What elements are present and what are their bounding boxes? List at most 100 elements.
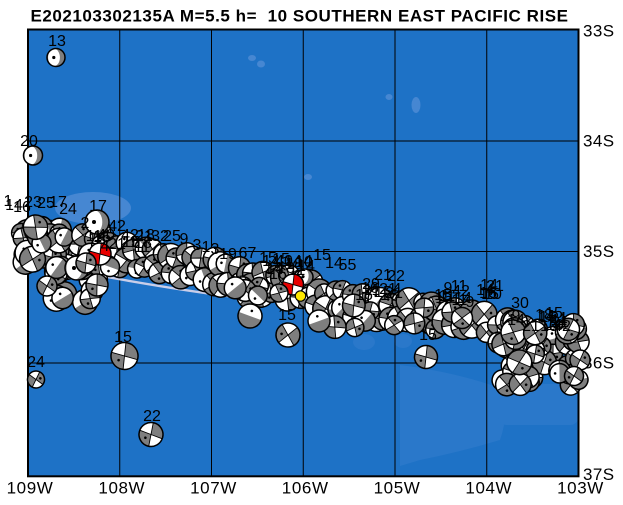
svg-text:21: 21 bbox=[135, 228, 153, 245]
svg-text:106W: 106W bbox=[282, 479, 329, 498]
svg-text:15: 15 bbox=[481, 286, 499, 303]
svg-text:107W: 107W bbox=[190, 479, 237, 498]
svg-text:1: 1 bbox=[4, 193, 13, 210]
svg-text:3: 3 bbox=[211, 241, 220, 258]
svg-text:18: 18 bbox=[88, 231, 106, 248]
svg-text:E202103302135A M=5.5 h= 10 SO: E202103302135A M=5.5 h= 10 SOUTHERN EAST… bbox=[31, 7, 569, 26]
svg-text:2: 2 bbox=[81, 215, 90, 232]
svg-text:17: 17 bbox=[49, 194, 67, 211]
svg-text:14: 14 bbox=[476, 282, 494, 299]
svg-text:9: 9 bbox=[180, 231, 189, 248]
svg-text:4: 4 bbox=[393, 281, 402, 298]
svg-text:14: 14 bbox=[325, 255, 343, 272]
svg-text:20: 20 bbox=[20, 133, 38, 150]
svg-text:14: 14 bbox=[297, 258, 315, 275]
svg-text:22: 22 bbox=[143, 408, 161, 425]
svg-text:42: 42 bbox=[121, 227, 139, 244]
svg-text:19: 19 bbox=[219, 246, 237, 263]
svg-text:15: 15 bbox=[272, 251, 290, 268]
svg-text:14: 14 bbox=[454, 290, 472, 307]
svg-text:40: 40 bbox=[275, 253, 293, 270]
svg-text:10: 10 bbox=[295, 254, 313, 271]
svg-text:16: 16 bbox=[380, 287, 398, 304]
svg-text:15: 15 bbox=[259, 250, 277, 267]
svg-text:14: 14 bbox=[507, 312, 525, 329]
svg-text:42: 42 bbox=[553, 318, 571, 335]
svg-text:16: 16 bbox=[361, 280, 379, 297]
svg-text:15: 15 bbox=[374, 284, 392, 301]
svg-text:35S: 35S bbox=[583, 242, 614, 261]
svg-text:42: 42 bbox=[452, 283, 470, 300]
svg-text:3: 3 bbox=[193, 237, 202, 254]
svg-text:37S: 37S bbox=[583, 465, 614, 484]
svg-text:13: 13 bbox=[48, 33, 66, 50]
svg-text:10: 10 bbox=[540, 318, 558, 335]
svg-text:21: 21 bbox=[108, 236, 126, 253]
svg-text:16: 16 bbox=[13, 199, 31, 216]
svg-text:15: 15 bbox=[539, 309, 557, 326]
svg-text:15: 15 bbox=[313, 247, 331, 264]
svg-text:103W: 103W bbox=[557, 479, 604, 498]
svg-text:14: 14 bbox=[284, 253, 302, 270]
svg-text:18: 18 bbox=[285, 256, 303, 273]
svg-text:18: 18 bbox=[535, 307, 553, 324]
svg-text:10: 10 bbox=[546, 317, 564, 334]
svg-text:15: 15 bbox=[434, 287, 452, 304]
svg-text:24: 24 bbox=[27, 354, 45, 371]
svg-text:21: 21 bbox=[486, 278, 504, 295]
svg-text:7: 7 bbox=[248, 245, 257, 262]
svg-text:11: 11 bbox=[364, 282, 381, 299]
svg-text:30: 30 bbox=[511, 295, 529, 312]
svg-text:21: 21 bbox=[385, 285, 403, 302]
svg-text:16: 16 bbox=[479, 285, 497, 302]
svg-text:21: 21 bbox=[522, 318, 540, 335]
svg-text:15: 15 bbox=[435, 290, 453, 307]
svg-text:22: 22 bbox=[387, 268, 405, 285]
svg-text:10: 10 bbox=[484, 286, 502, 303]
svg-text:15: 15 bbox=[122, 234, 140, 251]
svg-text:14: 14 bbox=[480, 277, 498, 294]
svg-text:11: 11 bbox=[134, 239, 151, 256]
svg-text:9: 9 bbox=[444, 280, 453, 297]
svg-text:105W: 105W bbox=[374, 479, 421, 498]
svg-text:15: 15 bbox=[278, 307, 296, 324]
svg-text:5: 5 bbox=[339, 257, 348, 274]
svg-text:24: 24 bbox=[59, 201, 77, 218]
svg-text:108W: 108W bbox=[98, 479, 145, 498]
svg-text:109W: 109W bbox=[7, 479, 54, 498]
svg-text:25: 25 bbox=[163, 228, 181, 245]
svg-text:17: 17 bbox=[89, 198, 107, 215]
svg-text:25: 25 bbox=[37, 195, 55, 212]
svg-text:14: 14 bbox=[264, 260, 282, 277]
svg-text:36S: 36S bbox=[583, 354, 614, 373]
svg-text:16: 16 bbox=[355, 287, 373, 304]
svg-text:21: 21 bbox=[551, 314, 569, 331]
svg-text:14: 14 bbox=[262, 253, 280, 270]
svg-text:14: 14 bbox=[537, 308, 555, 325]
svg-text:11: 11 bbox=[86, 228, 103, 245]
svg-text:14: 14 bbox=[5, 197, 23, 214]
svg-text:42: 42 bbox=[108, 218, 126, 235]
svg-text:21: 21 bbox=[379, 281, 397, 298]
svg-text:11: 11 bbox=[289, 262, 306, 279]
svg-text:18: 18 bbox=[137, 227, 155, 244]
svg-text:32: 32 bbox=[151, 228, 169, 245]
svg-text:21: 21 bbox=[120, 234, 138, 251]
svg-text:21: 21 bbox=[374, 267, 392, 284]
svg-text:15: 15 bbox=[545, 305, 563, 322]
svg-text:11: 11 bbox=[551, 312, 568, 329]
svg-text:40: 40 bbox=[97, 227, 115, 244]
svg-text:29: 29 bbox=[362, 276, 380, 293]
svg-text:15: 15 bbox=[114, 329, 132, 346]
svg-text:18: 18 bbox=[277, 260, 295, 277]
svg-text:16: 16 bbox=[269, 266, 287, 283]
svg-text:4: 4 bbox=[101, 238, 110, 255]
svg-text:15: 15 bbox=[419, 327, 437, 344]
svg-text:104W: 104W bbox=[465, 479, 512, 498]
svg-text:16: 16 bbox=[93, 229, 111, 246]
svg-text:33S: 33S bbox=[583, 22, 614, 41]
svg-text:11: 11 bbox=[439, 288, 456, 305]
svg-text:1: 1 bbox=[459, 292, 468, 309]
svg-text:6: 6 bbox=[239, 245, 248, 262]
svg-text:14: 14 bbox=[266, 261, 284, 278]
